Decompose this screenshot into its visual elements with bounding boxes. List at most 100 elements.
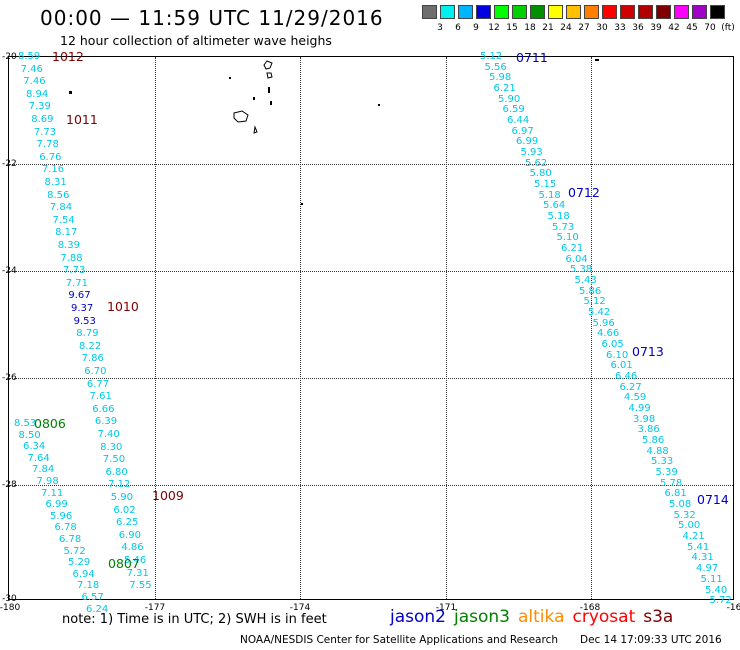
- swh-value: 5.29: [68, 557, 91, 569]
- swh-value: 4.99: [628, 403, 651, 415]
- swh-value: 7.54: [52, 214, 75, 226]
- legend-label: 24: [560, 23, 572, 33]
- swh-value: 7.88: [60, 252, 83, 264]
- swh-value: 5.18: [547, 211, 570, 223]
- swh-value: 8.22: [78, 340, 102, 352]
- latitude-label: -24: [2, 266, 17, 276]
- satellite-legend-item: cryosat: [572, 607, 636, 627]
- swh-value: 7.46: [23, 76, 46, 88]
- satellite-legend-item: altika: [518, 607, 565, 627]
- legend-label: 12: [488, 23, 500, 33]
- swh-value: 5.42: [588, 307, 611, 319]
- swh-value: 5.11: [700, 573, 723, 585]
- swh-value: 4.88: [646, 445, 669, 457]
- legend-label: 9: [473, 23, 479, 33]
- swh-value: 8.56: [47, 189, 70, 201]
- swh-value: 6.78: [59, 534, 82, 545]
- island-shape: [253, 97, 255, 100]
- grid-line: [155, 57, 156, 599]
- swh-value: 6.05: [601, 339, 624, 351]
- legend-swatch: [512, 5, 527, 19]
- swh-value: 9.37: [71, 303, 94, 314]
- grid-line: [9, 164, 733, 165]
- swh-value: 5.41: [687, 541, 710, 553]
- island-shape: [266, 72, 273, 79]
- longitude-label: -180: [0, 603, 21, 613]
- swh-value: 6.59: [502, 104, 525, 116]
- swh-value: 5.86: [579, 285, 602, 297]
- island-shape: [378, 104, 380, 106]
- swh-value: 5.62: [525, 157, 548, 169]
- legend-label: 70: [704, 23, 716, 33]
- legend-swatch: [692, 5, 707, 19]
- swh-value: 7.64: [27, 452, 50, 464]
- time-label: 0713: [632, 344, 664, 359]
- chart-title: 00:00 — 11:59 UTC 11/29/2016: [40, 6, 384, 30]
- legend-label: 21: [542, 23, 554, 33]
- credit-line: NOAA/NESDIS Center for Satellite Applica…: [240, 634, 558, 646]
- time-label: 0807: [108, 556, 140, 571]
- island-shape: [229, 77, 231, 79]
- satellite-legend-item: s3a: [643, 607, 674, 627]
- swh-value: 8.31: [44, 177, 67, 188]
- swh-value: 5.38: [570, 264, 593, 276]
- legend-label: 36: [632, 23, 644, 33]
- legend-swatch: [584, 5, 599, 19]
- time-label: 0714: [697, 492, 729, 507]
- swh-value: 6.10: [606, 349, 629, 361]
- swh-value: 5.78: [660, 477, 683, 489]
- swh-value: 3.98: [633, 413, 656, 425]
- swh-value: 7.31: [126, 567, 149, 579]
- swh-value: 5.08: [669, 499, 692, 511]
- swh-value: 5.15: [534, 179, 557, 191]
- swh-value: 6.04: [565, 253, 588, 265]
- swh-value: 5.33: [651, 456, 674, 468]
- swh-value: 7.71: [65, 277, 88, 289]
- swh-value: 7.46: [20, 63, 43, 75]
- swh-value: 6.01: [610, 360, 633, 372]
- swh-value: 5.43: [574, 275, 597, 287]
- time-label: 0711: [516, 50, 548, 65]
- swh-value: 6.94: [72, 568, 95, 580]
- legend-swatch: [530, 5, 545, 19]
- swh-value: 4.59: [624, 392, 647, 404]
- swh-value: 5.72: [709, 595, 732, 607]
- legend-label: 3: [437, 23, 443, 33]
- swh-value: 4.97: [696, 563, 719, 575]
- swh-value: 7.40: [97, 429, 120, 440]
- grid-line: [591, 57, 592, 599]
- swh-value: 8.69: [31, 114, 54, 125]
- legend-label: 6: [455, 23, 461, 33]
- swh-value: 6.21: [561, 243, 584, 255]
- satellite-legend-item: jason3: [454, 607, 510, 627]
- latitude-label: -28: [2, 480, 17, 490]
- swh-value: 5.72: [63, 545, 86, 557]
- color-legend: 3 6 9 12 15 18 21 24 27 30 33 36 39 42 45 70 (ft): [422, 5, 735, 37]
- legend-swatch: [548, 5, 563, 19]
- island-shape: [263, 60, 273, 70]
- legend-swatch: [602, 5, 617, 19]
- time-label: 1010: [107, 299, 139, 314]
- legend-swatch: [656, 5, 671, 19]
- legend-label: 15: [506, 23, 518, 33]
- swh-value: 6.81: [664, 488, 687, 500]
- time-label: 0712: [568, 185, 600, 200]
- legend-swatch: [674, 5, 689, 19]
- longitude-label: -16: [726, 603, 740, 613]
- swh-value: 3.86: [637, 424, 660, 436]
- grid-line: [300, 57, 301, 599]
- swh-value: 5.18: [538, 189, 561, 201]
- swh-value: 7.84: [32, 464, 55, 476]
- swh-value: 5.96: [592, 317, 615, 329]
- longitude-label: -177: [144, 603, 166, 613]
- swh-value: 6.70: [84, 366, 107, 377]
- legend-swatch: [494, 5, 509, 19]
- latitude-label: -30: [2, 594, 17, 604]
- legend-swatch: [638, 5, 653, 19]
- swh-value: 8.50: [18, 429, 41, 441]
- swh-value: 7.78: [36, 139, 59, 151]
- longitude-label: -168: [579, 603, 601, 613]
- swh-value: 6.66: [92, 403, 115, 415]
- island-shape: [233, 110, 249, 123]
- swh-value: 5.12: [583, 296, 606, 308]
